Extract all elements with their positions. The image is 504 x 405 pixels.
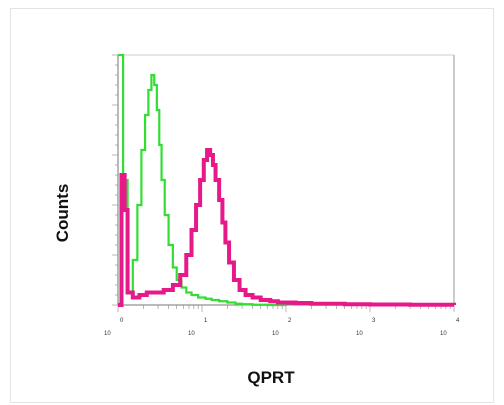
y-axis-label: Counts (53, 184, 72, 243)
x-axis-tick-labels: 10 0 10 1 10 2 10 3 10 4 (104, 318, 460, 337)
x-tick-label-exponent: 1 (204, 318, 208, 324)
x-tick-label-exponent: 2 (288, 318, 292, 324)
x-tick-label-exponent: 4 (456, 318, 460, 324)
x-tick-label-base: 10 (356, 331, 363, 337)
histogram-series-1 (118, 53, 286, 307)
x-tick-label-base: 10 (188, 331, 195, 337)
x-tick-label-base: 10 (272, 331, 279, 337)
x-tick-label-base: 10 (440, 331, 447, 337)
x-axis-label: QPRT (247, 368, 295, 387)
series-group (118, 53, 456, 307)
y-axis-ticks (112, 54, 118, 306)
x-tick-label-exponent: 0 (120, 318, 124, 324)
x-tick-label-exponent: 3 (372, 318, 376, 324)
histogram-series-2 (118, 148, 456, 307)
x-tick-label-base: 10 (104, 331, 111, 337)
plot-area (118, 55, 454, 305)
